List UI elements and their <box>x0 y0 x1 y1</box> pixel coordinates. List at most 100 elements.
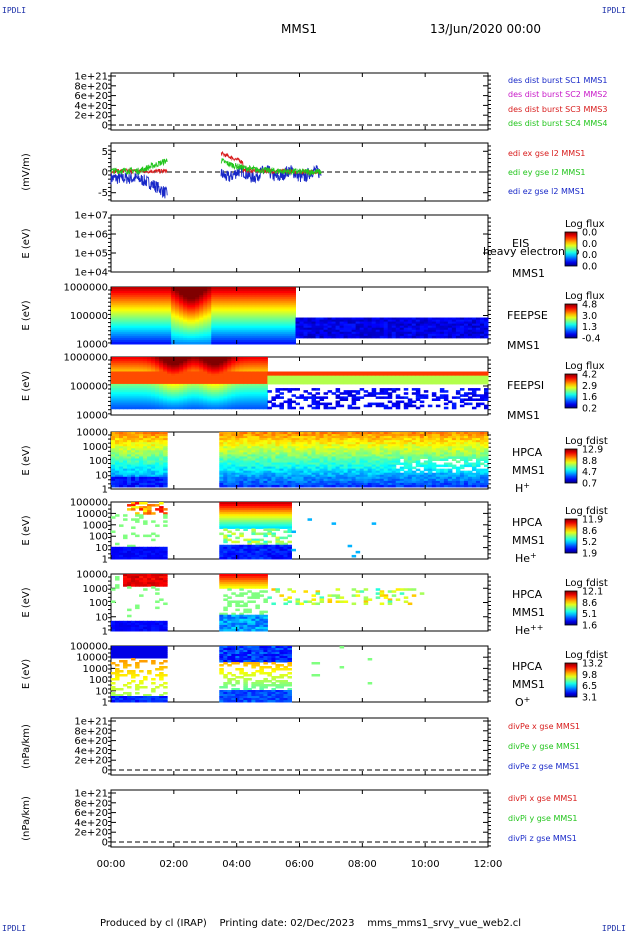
heatmap-cell <box>123 287 128 290</box>
heatmap-cell <box>359 442 365 445</box>
heatmap-cell <box>123 446 128 449</box>
heatmap-cell <box>279 436 284 439</box>
heatmap-cell <box>159 464 164 468</box>
heatmap-cell <box>303 381 309 385</box>
heatmap-cell <box>299 442 305 445</box>
heatmap-cell <box>351 476 357 480</box>
heatmap-cell <box>147 396 152 399</box>
heatmap-cell <box>363 394 369 397</box>
heatmap-cell <box>183 369 188 372</box>
heatmap-cell <box>263 323 268 327</box>
spacecraft-title: MMS1 <box>281 22 317 36</box>
heatmap-cell <box>263 361 268 364</box>
heatmap-cell <box>287 305 292 308</box>
heatmap-cell <box>175 315 180 319</box>
heatmap-cell <box>291 371 296 375</box>
heatmap-cell <box>271 456 276 459</box>
heatmap-cell <box>123 379 128 383</box>
heatmap-cell <box>415 394 421 397</box>
heatmap-cell <box>439 394 445 397</box>
heatmap-cell <box>139 464 144 468</box>
heatmap-cell <box>283 293 288 296</box>
heatmap-cell <box>207 365 212 368</box>
heatmap-cell <box>131 392 136 395</box>
heatmap-cell <box>419 329 425 333</box>
heatmap-cell <box>119 448 124 451</box>
heatmap-cell <box>483 390 489 393</box>
heatmap-cell <box>263 327 268 331</box>
y-tick-label: -5 <box>98 188 108 199</box>
heatmap-cell <box>311 438 317 441</box>
heatmap-cell <box>135 333 140 337</box>
heatmap-cell <box>251 476 256 480</box>
heatmap-cell <box>271 375 276 379</box>
heatmap-cell <box>195 373 200 377</box>
heatmap-cell <box>175 329 180 333</box>
heatmap-cell <box>219 339 224 343</box>
heatmap-cell <box>303 379 309 383</box>
heatmap-cell <box>471 321 477 325</box>
heatmap-cell <box>131 450 136 453</box>
heatmap-cell <box>151 357 156 360</box>
heatmap-cell <box>139 400 144 404</box>
heatmap-cell <box>287 432 292 435</box>
heatmap-cell <box>303 482 309 486</box>
heatmap-cell <box>127 357 132 360</box>
heatmap-cell <box>219 432 224 435</box>
heatmap-cell <box>139 466 144 470</box>
heatmap-cell <box>207 357 212 360</box>
heatmap-cell <box>439 373 445 377</box>
heatmap-cell <box>163 369 168 372</box>
heatmap-cell <box>403 373 409 377</box>
heatmap-cell <box>263 293 268 296</box>
heatmap-cell <box>443 335 449 339</box>
heatmap-cell <box>171 325 176 329</box>
heatmap-cell <box>167 400 172 404</box>
heatmap-cell <box>331 317 337 321</box>
heatmap-cell <box>355 375 361 379</box>
heatmap-cell <box>111 482 116 486</box>
heatmap-cell <box>215 299 220 302</box>
heatmap-cell <box>179 291 184 294</box>
heatmap-cell <box>279 446 284 449</box>
heatmap-cell <box>135 446 140 449</box>
heatmap-cell <box>123 329 128 333</box>
heatmap-cell <box>399 373 405 377</box>
heatmap-cell <box>363 442 369 445</box>
heatmap-cell <box>247 474 252 478</box>
heatmap-cell <box>431 398 437 401</box>
heatmap-cell <box>311 474 317 478</box>
heatmap-cell <box>447 323 453 327</box>
heatmap-cell <box>159 309 164 312</box>
heatmap-cell <box>123 440 128 443</box>
heatmap-cell <box>407 333 413 337</box>
heatmap-cell <box>155 406 160 410</box>
heatmap-cell <box>443 379 449 383</box>
heatmap-cell <box>359 464 365 468</box>
heatmap-cell <box>351 400 357 404</box>
heatmap-cell <box>443 396 449 399</box>
heatmap-cell <box>347 438 353 441</box>
heatmap-cell <box>235 333 240 337</box>
heatmap-cell <box>287 319 292 323</box>
heatmap-cell <box>447 335 453 339</box>
heatmap-cell <box>163 472 168 476</box>
heatmap-cell <box>335 432 341 435</box>
heatmap-cell <box>227 464 232 468</box>
heatmap-cell <box>183 313 188 316</box>
heatmap-cell <box>159 381 164 385</box>
heatmap-cell <box>323 462 329 466</box>
heatmap-cell <box>231 484 236 488</box>
heatmap-cell <box>271 331 276 335</box>
heatmap-cell <box>179 293 184 296</box>
heatmap-cell <box>207 297 212 300</box>
heatmap-cell <box>247 452 252 455</box>
heatmap-cell <box>367 319 373 323</box>
heatmap-cell <box>283 317 288 321</box>
heatmap-cell <box>327 327 333 331</box>
heatmap-cell <box>467 373 473 377</box>
heatmap-cell <box>271 319 276 323</box>
heatmap-cell <box>435 379 441 383</box>
heatmap-cell <box>275 480 280 484</box>
heatmap-cell <box>307 444 313 447</box>
